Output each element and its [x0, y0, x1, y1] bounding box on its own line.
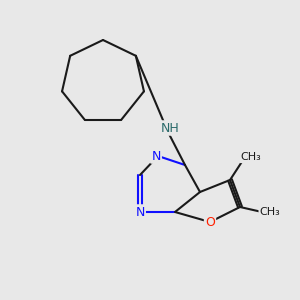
Text: NH: NH: [160, 122, 179, 134]
Text: CH₃: CH₃: [260, 207, 280, 217]
Text: O: O: [205, 215, 215, 229]
Text: N: N: [135, 206, 145, 218]
Text: CH₃: CH₃: [241, 152, 261, 162]
Text: N: N: [151, 149, 161, 163]
